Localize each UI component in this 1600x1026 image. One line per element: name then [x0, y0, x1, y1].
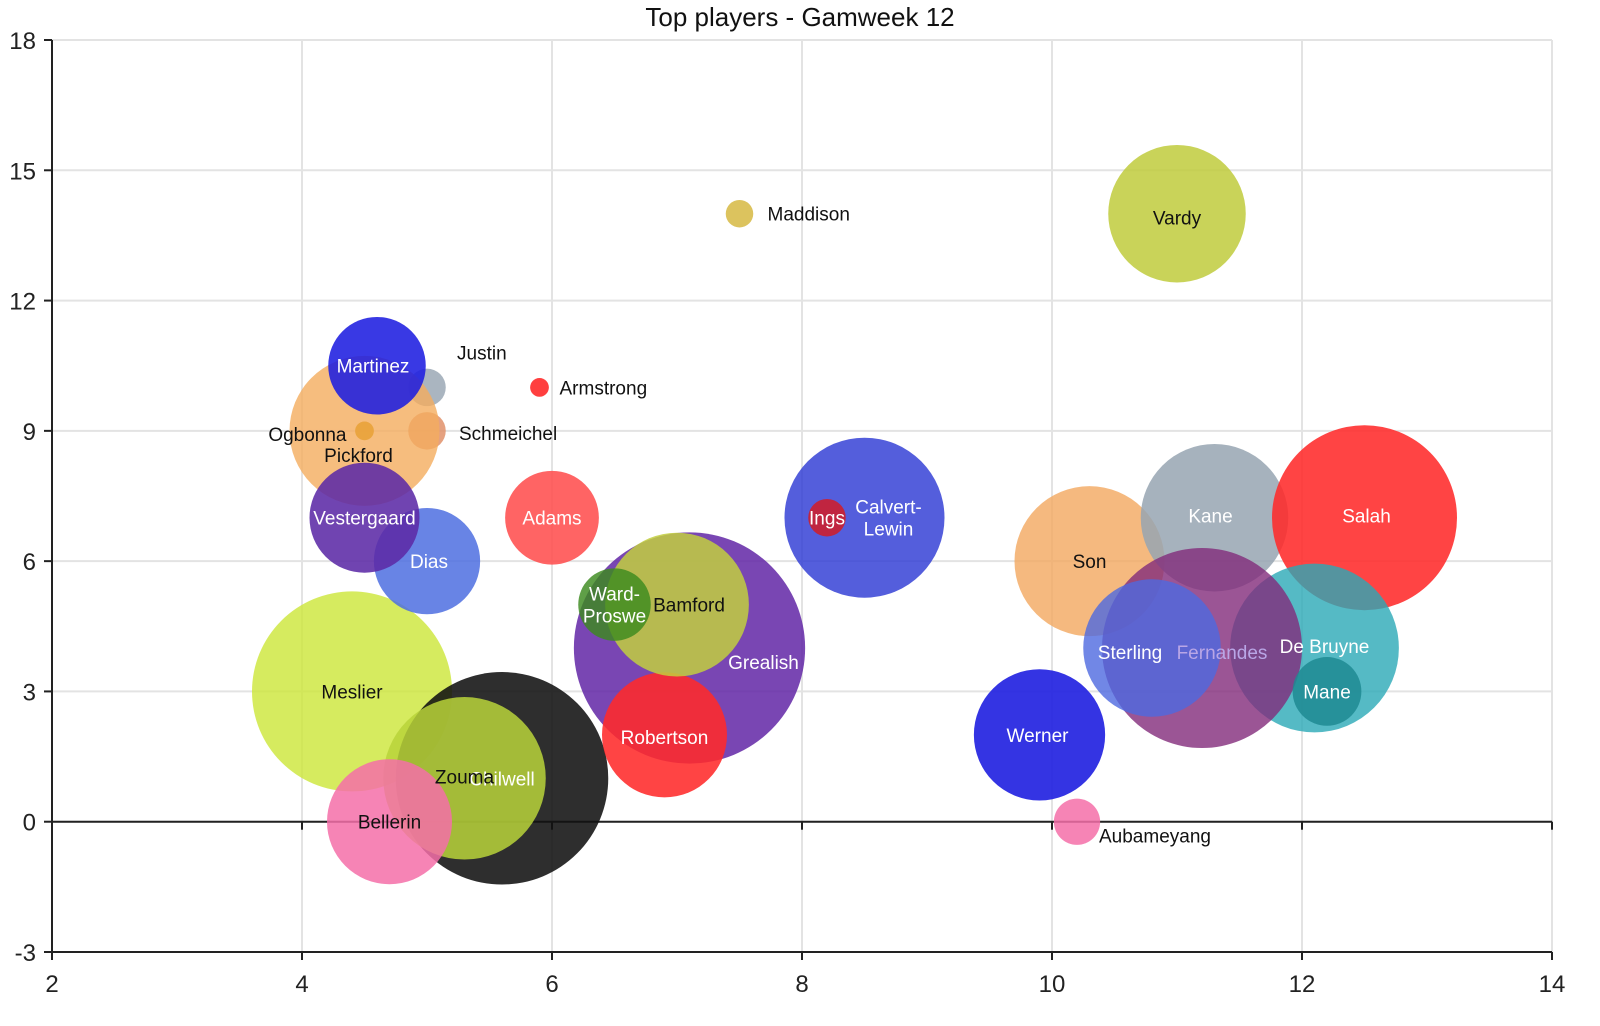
bubble-bamford[interactable] [605, 532, 749, 677]
x-tick-label: 2 [45, 971, 58, 998]
bubble-label-ogbonna: Ogbonna [268, 425, 347, 446]
bubble-layer [252, 144, 1457, 885]
x-tick-label: 4 [295, 971, 308, 998]
bubble-label-zouma: Zouma [435, 767, 495, 788]
bubble-label-chilwell: Chilwell [469, 769, 534, 790]
bubble-label-mane: Mane [1303, 682, 1351, 703]
bubble-label-werner: Werner [1007, 726, 1070, 747]
bubble-label-schmeichel: Schmeichel [459, 424, 557, 445]
bubble-label-bellerin: Bellerin [358, 813, 421, 834]
x-tick-label: 10 [1039, 971, 1066, 998]
bubble-ogbonna[interactable] [355, 421, 374, 441]
bubble-label-grealish: Grealish [728, 653, 799, 674]
bubble-robertson[interactable] [602, 672, 727, 798]
bubble-sterling[interactable] [1083, 579, 1221, 717]
bubble-label-pickford: Pickford [324, 446, 393, 467]
bubble-label-armstrong: Armstrong [560, 378, 648, 399]
bubble-label-calvert-lewin: Calvert-Lewin [855, 498, 922, 541]
y-tick-label: 0 [23, 810, 36, 837]
bubble-label-dias: Dias [410, 552, 448, 573]
bubble-label-martinez: Martinez [337, 357, 410, 378]
y-tick-label: -3 [15, 940, 36, 967]
bubble-maddison[interactable] [725, 199, 754, 228]
y-tick-label: 12 [9, 289, 36, 316]
chart-title: Top players - Gamweek 12 [645, 2, 954, 32]
bubble-ward-proswe[interactable] [578, 568, 651, 641]
y-tick-label: 9 [23, 419, 36, 446]
x-tick-label: 12 [1289, 971, 1316, 998]
bubble-label-bamford: Bamford [653, 596, 725, 617]
bubble-label-vestergaard: Vestergaard [313, 509, 415, 530]
bubble-martinez[interactable] [328, 316, 426, 415]
bubble-vestergaard[interactable] [309, 462, 420, 573]
bubble-bellerin[interactable] [327, 759, 452, 885]
y-tick-label: 6 [23, 549, 36, 576]
bubble-label-kane: Kane [1188, 507, 1232, 528]
bubble-ings[interactable] [808, 498, 846, 537]
bubble-label-sterling: Sterling [1098, 643, 1162, 664]
y-tick-label: 15 [9, 158, 36, 185]
bubble-label-vardy: Vardy [1153, 209, 1202, 230]
bubble-label-justin: Justin [457, 343, 507, 364]
bubble-label-maddison: Maddison [768, 205, 850, 226]
bubble-calvert-lewin[interactable] [784, 437, 945, 598]
y-tick-label: 3 [23, 679, 36, 706]
bubble-label-de-bruyne: De Bruyne [1280, 637, 1370, 658]
bubble-aubameyang[interactable] [1053, 798, 1101, 845]
bubble-label-aubameyang: Aubameyang [1099, 827, 1211, 848]
y-tick-label: 18 [9, 28, 36, 55]
bubble-label-ings: Ings [809, 509, 845, 530]
bubble-label-meslier: Meslier [321, 682, 383, 703]
bubble-armstrong[interactable] [530, 378, 549, 397]
bubble-label-salah: Salah [1342, 507, 1391, 528]
bubble-vardy[interactable] [1108, 144, 1246, 283]
bubble-label-adams: Adams [522, 509, 581, 530]
bubble-label-son: Son [1073, 552, 1107, 573]
x-tick-label: 14 [1539, 971, 1566, 998]
bubble-label-ward-proswe: Ward-Proswe [583, 585, 646, 628]
bubble-mane[interactable] [1292, 657, 1362, 726]
x-tick-label: 6 [545, 971, 558, 998]
bubble-adams[interactable] [505, 470, 599, 565]
bubble-label-robertson: Robertson [621, 728, 709, 749]
x-tick-label: 8 [795, 971, 808, 998]
bubble-werner[interactable] [973, 669, 1106, 801]
axis-layer: 2 4 6 8 10 12 14 -3 0 3 6 9 12 15 18 [9, 28, 1565, 998]
bubble-label-fernandes: Fernandes [1177, 643, 1268, 664]
